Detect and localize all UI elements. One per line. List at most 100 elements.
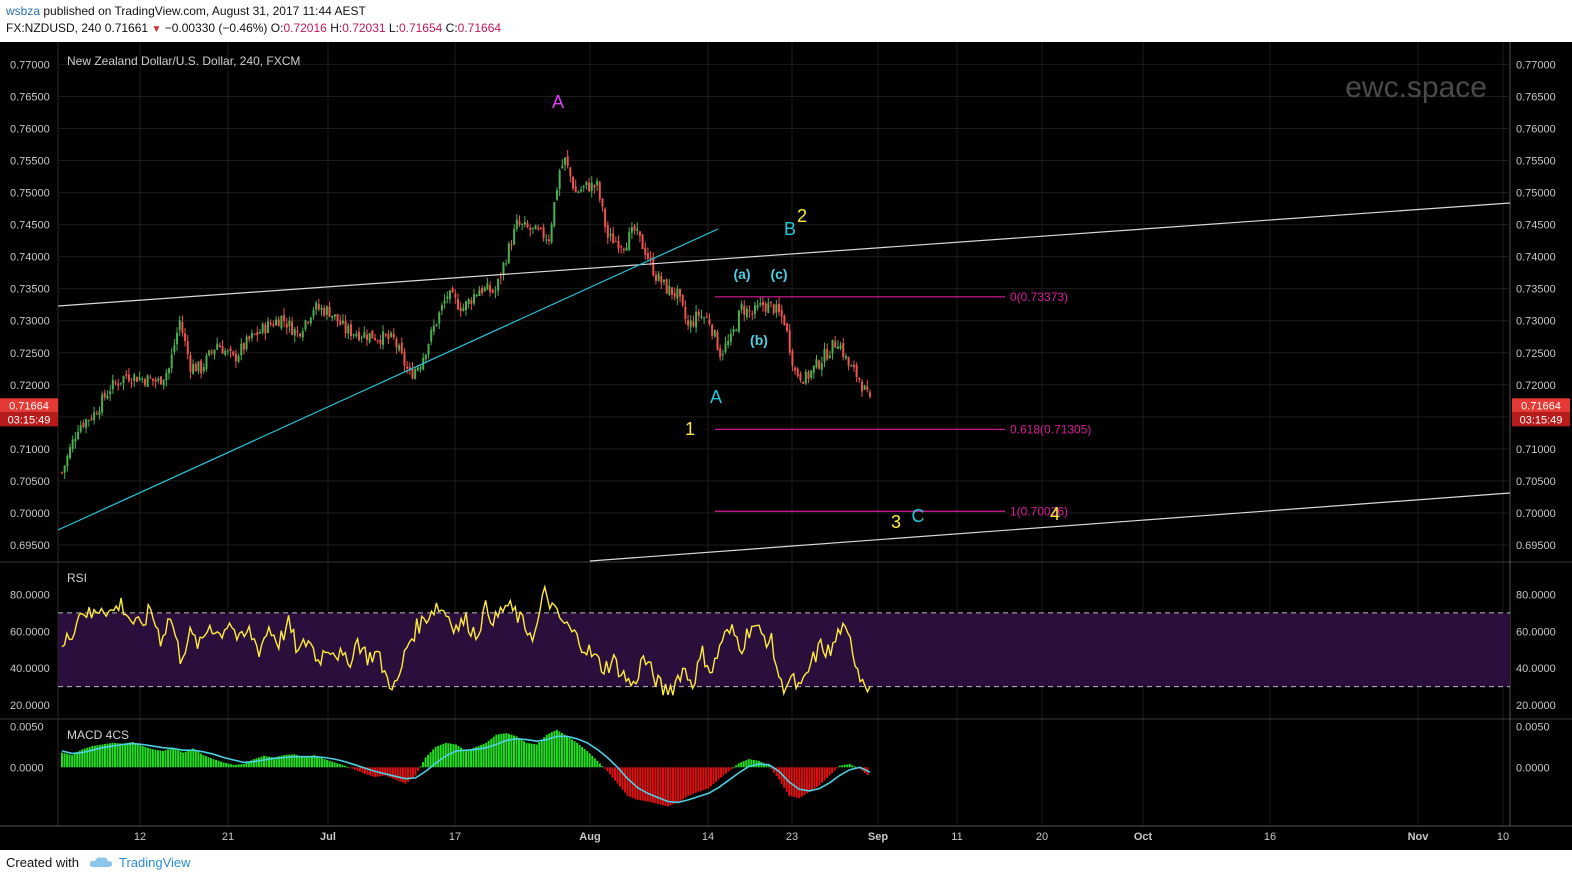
macd-histogram-bar bbox=[568, 737, 571, 768]
candle-body bbox=[352, 334, 355, 336]
candle-body bbox=[176, 332, 179, 345]
candle-body bbox=[416, 367, 419, 371]
candle-body bbox=[574, 186, 577, 193]
macd-histogram-bar bbox=[707, 767, 710, 789]
macd-histogram-bar bbox=[598, 763, 601, 768]
macd-histogram-bar bbox=[108, 743, 111, 768]
macd-histogram-bar bbox=[770, 767, 773, 770]
macd-histogram-bar bbox=[725, 767, 728, 774]
candle-body bbox=[61, 472, 63, 474]
fib-level-label: 0(0.73373) bbox=[1010, 290, 1068, 304]
candle-body bbox=[414, 369, 417, 379]
candle-body bbox=[721, 353, 724, 355]
close-value: 0.71664 bbox=[457, 21, 502, 35]
macd-histogram-bar bbox=[156, 750, 159, 768]
low-value: 0.71654 bbox=[398, 21, 443, 35]
tradingview-link[interactable]: TradingView bbox=[119, 855, 191, 870]
candle-body bbox=[283, 314, 286, 322]
macd-histogram-bar bbox=[124, 743, 127, 768]
candle-body bbox=[770, 301, 773, 303]
candle-body bbox=[555, 190, 558, 200]
macd-histogram-bar bbox=[194, 750, 197, 768]
last-price-text-left: 0.71664 bbox=[9, 400, 49, 412]
macd-histogram-bar bbox=[765, 764, 768, 768]
candle-body bbox=[371, 330, 374, 339]
symbol-ohlc-line: FX:NZDUSD, 240 0.71661 ▼ −0.00330 (−0.46… bbox=[6, 21, 501, 37]
candle-body bbox=[705, 316, 708, 318]
macd-histogram-bar bbox=[419, 766, 422, 768]
candle-body bbox=[834, 341, 837, 348]
macd-histogram-bar bbox=[808, 767, 811, 792]
macd-histogram-bar bbox=[611, 767, 614, 778]
macd-histogram-bar bbox=[545, 734, 548, 768]
candle-body bbox=[676, 288, 679, 299]
macd-histogram-bar bbox=[672, 767, 675, 805]
candle-body bbox=[256, 331, 259, 336]
macd-histogram-bar bbox=[300, 756, 303, 768]
macd-histogram-bar bbox=[831, 767, 834, 773]
price-tick-label-right: 0.71000 bbox=[1516, 444, 1556, 456]
candle-body bbox=[612, 233, 615, 244]
macd-histogram-bar bbox=[401, 767, 404, 783]
candle-body bbox=[689, 320, 692, 328]
macd-histogram-bar bbox=[129, 742, 132, 768]
macd-histogram-bar bbox=[247, 761, 250, 768]
author-link[interactable]: wsbza bbox=[6, 4, 41, 18]
candle-body bbox=[85, 419, 88, 428]
macd-histogram-bar bbox=[187, 750, 190, 768]
candle-body bbox=[545, 239, 548, 241]
candle-body bbox=[392, 333, 395, 338]
macd-histogram-bar bbox=[818, 767, 821, 786]
macd-histogram-bar bbox=[669, 767, 672, 806]
chart-canvas[interactable]: 0.77000 0.77000 0.76500 0.76500 0.76000 0.760… bbox=[0, 42, 1572, 850]
candle-body bbox=[277, 319, 280, 327]
macd-histogram-bar bbox=[495, 734, 498, 768]
candle-body bbox=[852, 364, 855, 368]
candle-body bbox=[454, 293, 457, 298]
candle-body bbox=[553, 202, 556, 227]
macd-histogram-bar bbox=[485, 742, 488, 768]
candle-body bbox=[117, 383, 120, 386]
candle-body bbox=[299, 333, 302, 337]
macd-histogram-bar bbox=[442, 743, 445, 768]
candle-body bbox=[869, 392, 871, 397]
price-tick-label-right: 0.70500 bbox=[1516, 476, 1556, 488]
macd-histogram-bar bbox=[528, 743, 531, 768]
price-tick-label-right: 0.72000 bbox=[1516, 380, 1556, 392]
price-tick-label-left: 0.72000 bbox=[10, 380, 50, 392]
candle-body bbox=[323, 307, 326, 316]
macd-histogram-bar bbox=[515, 736, 518, 768]
macd-histogram-bar bbox=[497, 734, 500, 768]
candle-body bbox=[719, 348, 722, 358]
candle-body bbox=[780, 309, 783, 317]
candle-body bbox=[844, 355, 847, 359]
macd-histogram-bar bbox=[727, 767, 730, 772]
time-tick-label: 23 bbox=[786, 831, 798, 843]
candle-body bbox=[267, 321, 270, 333]
macd-histogram-bar bbox=[265, 756, 268, 768]
macd-histogram-bar bbox=[793, 767, 796, 798]
candle-body bbox=[360, 337, 363, 339]
macd-histogram-bar bbox=[553, 731, 556, 768]
candle-body bbox=[711, 324, 714, 336]
macd-histogram-bar bbox=[202, 755, 205, 768]
macd-histogram-bar bbox=[452, 744, 455, 768]
macd-histogram-bar bbox=[427, 754, 430, 768]
candle-body bbox=[448, 290, 451, 300]
macd-histogram-bar bbox=[310, 755, 313, 768]
macd-histogram-bar bbox=[525, 742, 528, 768]
candle-body bbox=[288, 320, 291, 327]
macd-histogram-bar bbox=[386, 767, 389, 777]
candle-body bbox=[376, 340, 379, 342]
macd-histogram-bar bbox=[106, 743, 109, 768]
candle-body bbox=[400, 342, 403, 353]
macd-histogram-bar bbox=[560, 733, 563, 768]
macd-histogram-bar bbox=[230, 764, 233, 768]
candle-body bbox=[438, 312, 441, 324]
macd-histogram-bar bbox=[616, 767, 619, 784]
macd-histogram-bar bbox=[649, 767, 652, 803]
macd-histogram-bar bbox=[836, 767, 839, 769]
candle-body bbox=[90, 418, 93, 420]
candle-body bbox=[673, 293, 676, 297]
macd-histogram-bar bbox=[810, 767, 813, 791]
